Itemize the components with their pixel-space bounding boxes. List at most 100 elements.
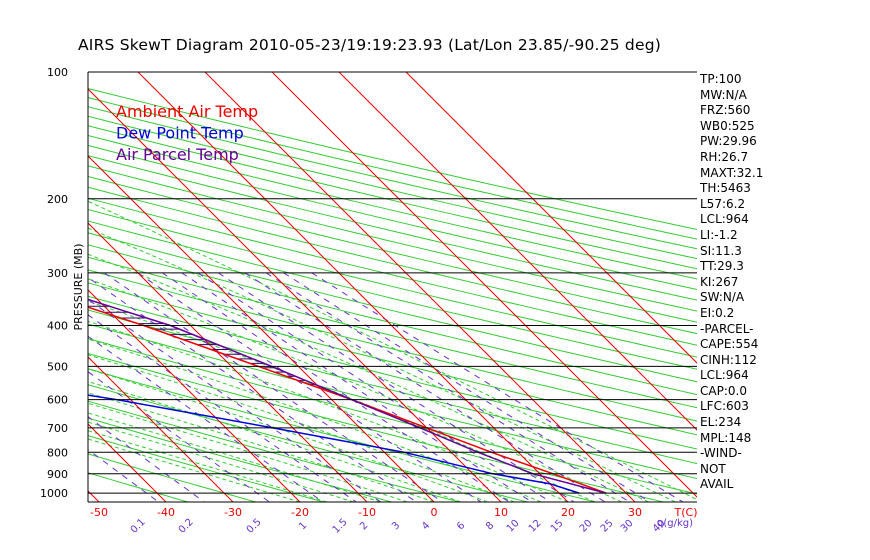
- bottom-temp-tick-label: 20: [561, 506, 575, 519]
- mixing-ratio-line: [181, 272, 533, 502]
- mixing-ratio-tick-label: 2: [358, 520, 370, 532]
- mixing-ratio-tick-label: 1.5: [331, 517, 350, 536]
- dry-adiabat: [88, 197, 697, 346]
- isotherm: [88, 88, 502, 502]
- mixing-ratio-tick-label: 0.2: [177, 517, 196, 536]
- mixing-ratio-tick-label: 30: [619, 518, 636, 535]
- isotherm: [88, 289, 301, 502]
- index-cinh: CINH:112: [700, 352, 757, 367]
- index-lfc: LFC:603: [700, 399, 749, 414]
- dry-adiabat: [88, 144, 697, 290]
- index-th: TH:5463: [700, 181, 751, 196]
- mixing-ratio-tick-label: 8: [484, 520, 496, 532]
- index-pw: PW:29.96: [700, 134, 757, 149]
- index-tt: TT:29.3: [700, 259, 744, 274]
- dry-adiabat: [88, 337, 697, 495]
- bottom-temp-tick-label: 0: [431, 506, 438, 519]
- dry-adiabat: [88, 282, 697, 436]
- dry-adiabat: [88, 453, 257, 502]
- index-l57: L57:6.2: [700, 196, 746, 211]
- isotherm: [271, 72, 697, 498]
- wind-avail: AVAIL: [700, 477, 734, 492]
- moist-adiabat: [88, 380, 461, 502]
- bottom-temp-tick-label: -20: [291, 506, 309, 519]
- index-wb0: WB0:525: [700, 118, 755, 133]
- dry-adiabat: [88, 186, 697, 335]
- bottom-temp-tick-label: 30: [628, 506, 642, 519]
- mixing-ratio-tick-label: 0.1: [129, 517, 148, 536]
- dry-adiabat: [88, 295, 697, 450]
- index-si: SI:11.3: [700, 243, 742, 258]
- dry-adiabat: [88, 106, 697, 250]
- isotherm: [405, 72, 697, 364]
- index-rh: RH:26.7: [700, 149, 749, 164]
- index-mw: MW:N/A: [700, 87, 747, 102]
- isotherm: [0, 31, 32, 502]
- index-frz: FRZ:560: [700, 103, 751, 118]
- index-ei: EI:0.2: [700, 305, 735, 320]
- mixing-ratio-line: [311, 272, 684, 502]
- mixing-ratio-line: [197, 272, 551, 502]
- mixing-ratio-tick-label: 6: [455, 520, 467, 532]
- isotherm: [338, 72, 697, 431]
- dry-adiabat: [88, 209, 697, 358]
- wind-not: NOT: [700, 461, 726, 476]
- bottom-temp-tick-label: -30: [224, 506, 242, 519]
- pressure-tick-label: 900: [47, 468, 68, 481]
- mixing-ratio-tick-label: 0.5: [245, 517, 264, 536]
- isotherm: [88, 155, 435, 502]
- mixing-ratio-line: [137, 272, 482, 502]
- y-axis-label: PRESSURE (MB): [72, 244, 85, 331]
- mixing-ratio-tick-label: 10: [505, 518, 522, 535]
- bottom-temp-tick-label: -50: [90, 506, 108, 519]
- chart-title: AIRS SkewT Diagram 2010-05-23/19:19:23.9…: [78, 36, 661, 54]
- index-el: EL:234: [700, 415, 742, 430]
- pressure-tick-label: 700: [47, 422, 68, 435]
- mixing-ratio-tick-label: 25: [599, 518, 616, 535]
- dry-adiabat: [88, 384, 528, 502]
- dry-adiabat: [88, 115, 697, 260]
- mixing-ratio-tick-label: 3: [390, 520, 402, 532]
- mixing-ratio-line: [88, 298, 381, 502]
- index-cape: CAPE:554: [700, 337, 759, 352]
- mixing-ratio-tick-label: 4: [420, 520, 432, 532]
- dry-adiabat: [88, 368, 596, 502]
- pressure-tick-label: 600: [47, 394, 68, 407]
- dry-adiabat: [88, 232, 697, 383]
- isotherm: [88, 356, 234, 502]
- index-ki: KI:267: [700, 274, 739, 289]
- dry-adiabat: [88, 125, 697, 270]
- dry-adiabat: [88, 435, 324, 502]
- mixing-ratio-unit: q(g/kg): [657, 518, 693, 529]
- mixing-ratio-tick-label: 15: [549, 518, 566, 535]
- dry-adiabat: [88, 323, 697, 480]
- pressure-tick-label: 1000: [40, 487, 68, 500]
- dry-adiabat: [88, 165, 697, 312]
- index-cap: CAP:0.0: [700, 383, 747, 398]
- legend-entry: Ambient Air Temp: [116, 102, 258, 121]
- dry-adiabat: [88, 155, 697, 301]
- mixing-ratio-line: [162, 272, 510, 502]
- bottom-temp-tick-label: -10: [358, 506, 376, 519]
- moist-adiabat: [88, 200, 697, 501]
- wind-header: -WIND-: [700, 446, 742, 461]
- pressure-tick-label: 500: [47, 360, 68, 373]
- index-li: LI:-1.2: [700, 227, 738, 242]
- legend-entry: Air Parcel Temp: [116, 145, 239, 164]
- isotherm: [88, 222, 368, 502]
- bottom-temp-tick-label: -40: [157, 506, 175, 519]
- parcel-temp-line: [88, 298, 607, 494]
- index-parcel-lcl: LCL:964: [700, 368, 749, 383]
- pressure-tick-label: 300: [47, 267, 68, 280]
- pressure-tick-label: 800: [47, 446, 68, 459]
- index-sw: SW:N/A: [700, 290, 745, 305]
- dry-adiabat: [88, 269, 697, 422]
- dry-adiabat: [88, 134, 697, 280]
- dry-adiabat: [88, 220, 697, 370]
- mixing-ratio-tick-label: 12: [527, 518, 544, 535]
- indices-panel: TP:100 MW:N/A FRZ:560 WB0:525 PW:29.96 R…: [700, 72, 870, 493]
- pressure-tick-label: 200: [47, 193, 68, 206]
- mixing-ratio-tick-label: 1: [297, 520, 309, 532]
- isotherm: [137, 72, 569, 502]
